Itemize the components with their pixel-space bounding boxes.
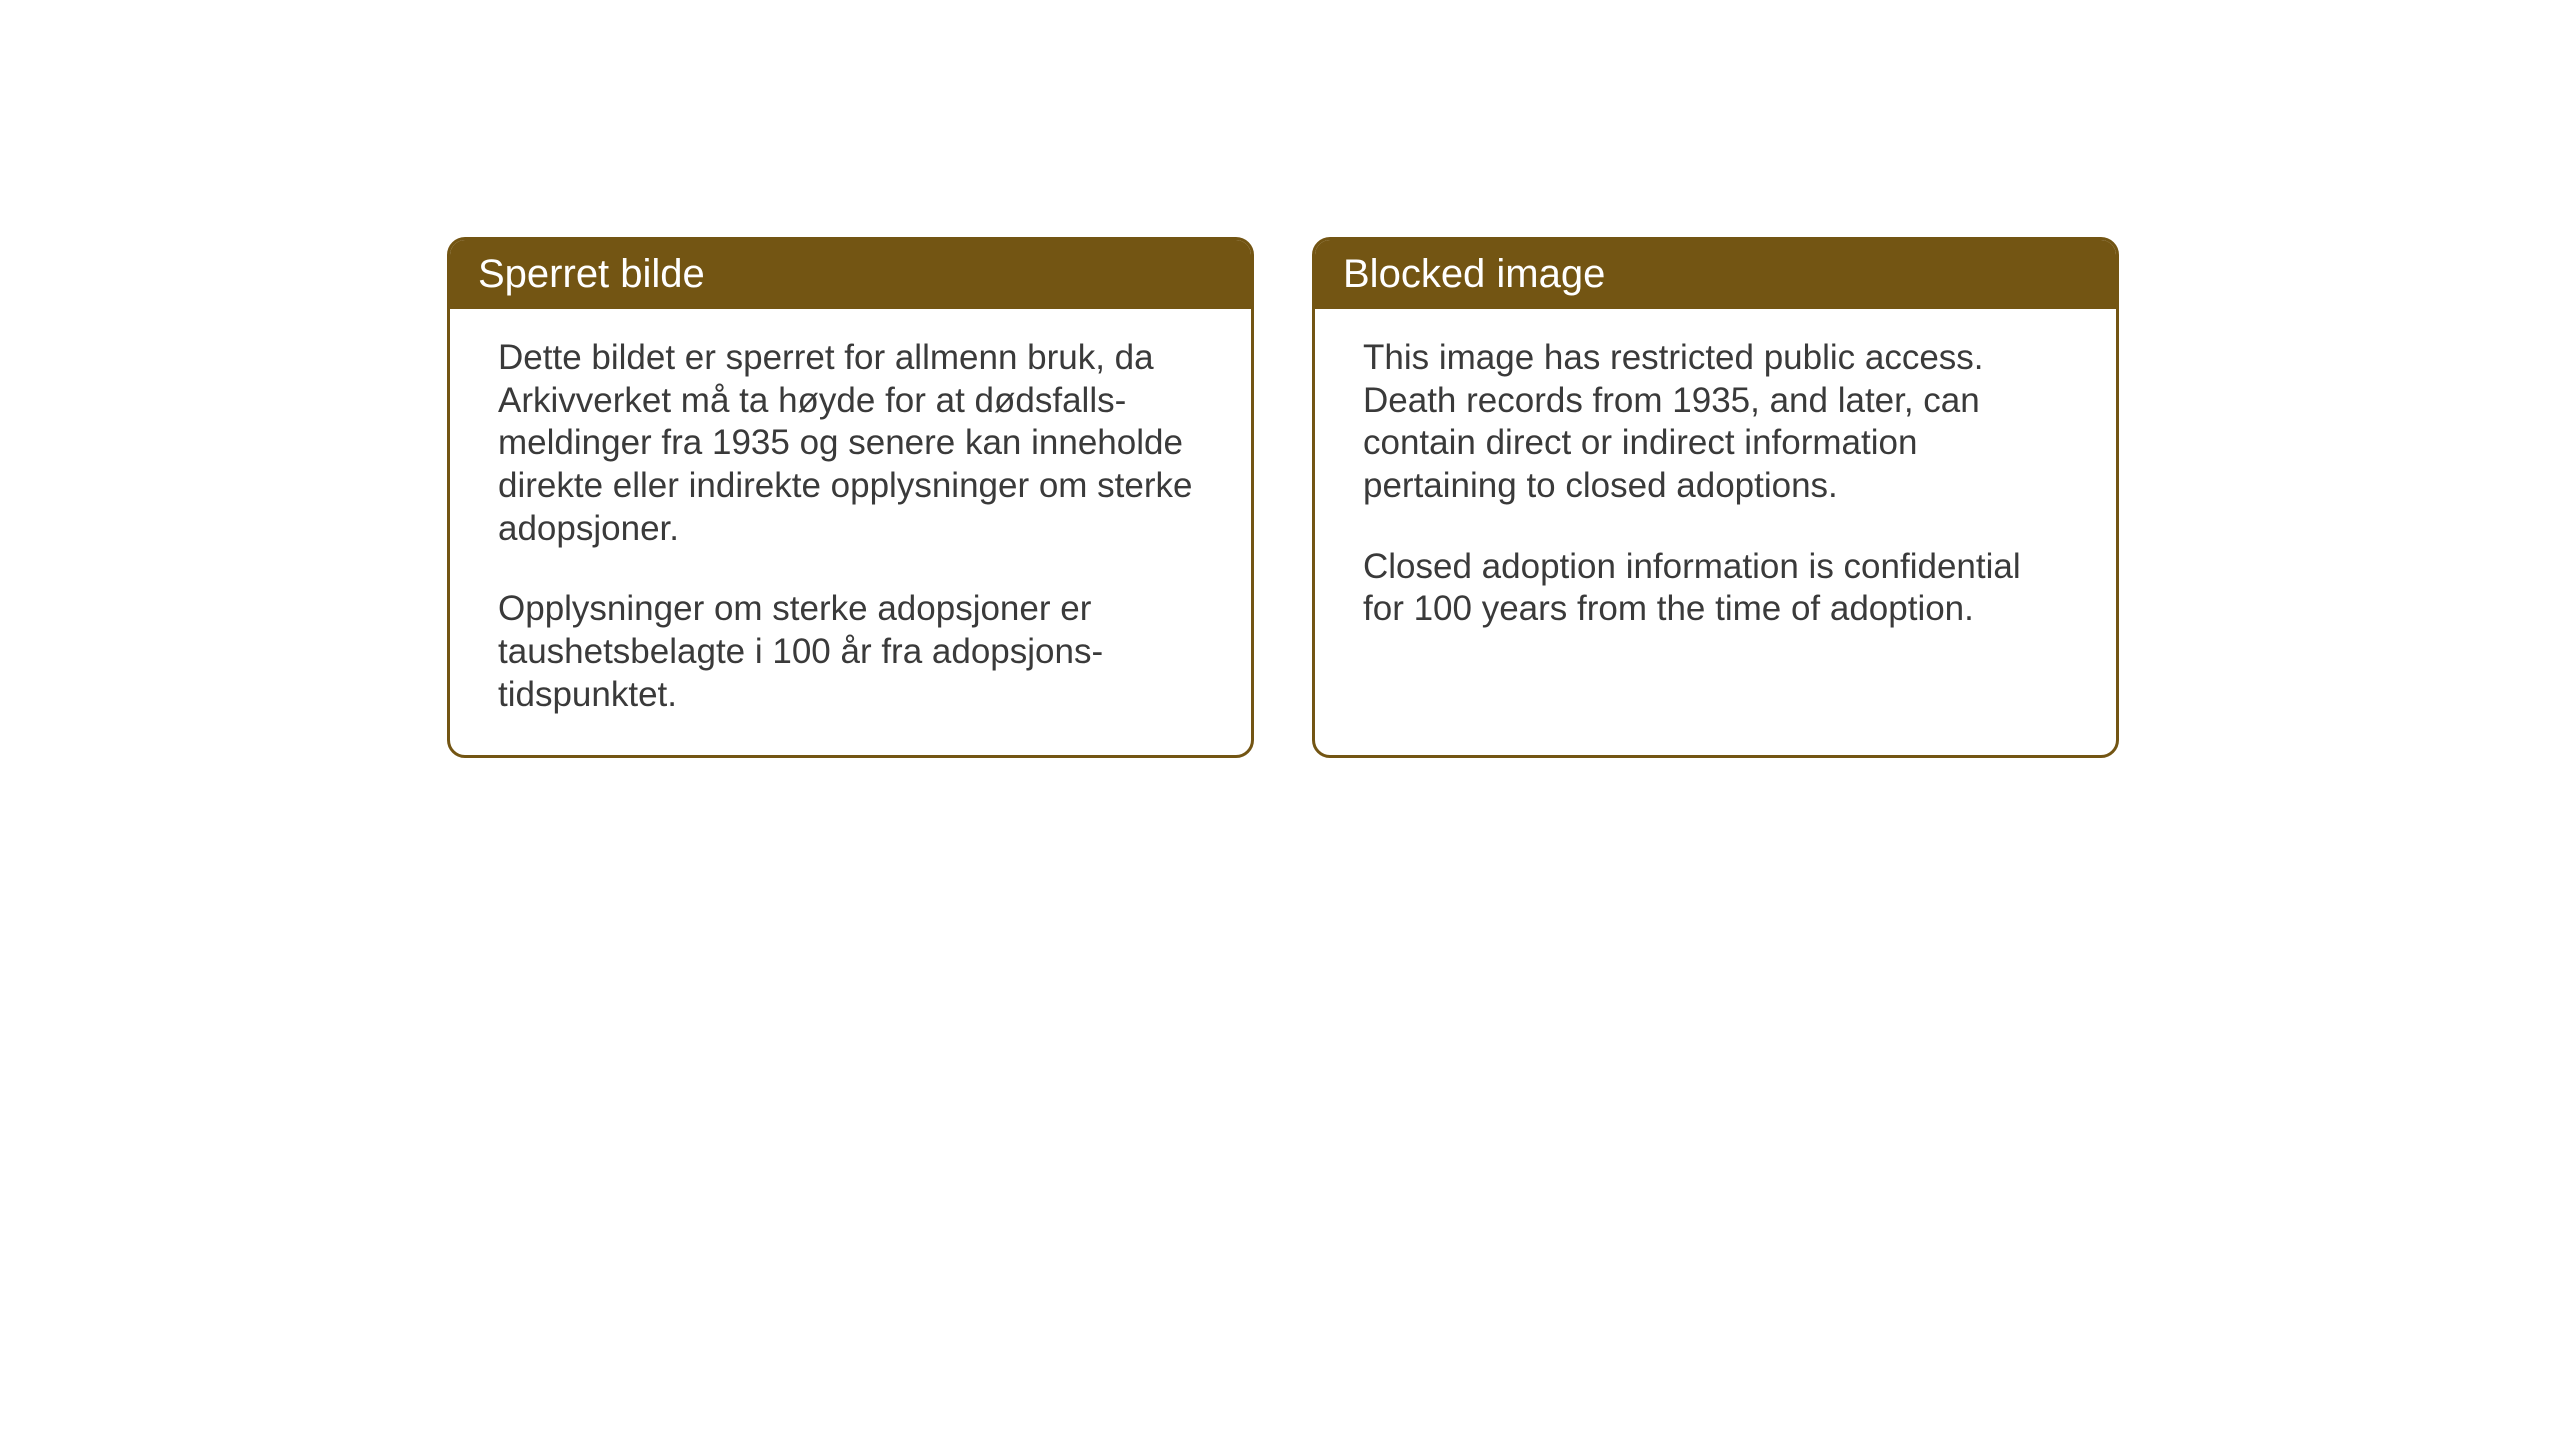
notice-title-english: Blocked image	[1343, 252, 1605, 296]
notice-body-norwegian: Dette bildet er sperret for allmenn bruk…	[450, 309, 1251, 755]
notice-header-english: Blocked image	[1315, 240, 2116, 309]
notice-paragraph-2-english: Closed adoption information is confident…	[1363, 546, 2068, 631]
notice-body-english: This image has restricted public access.…	[1315, 309, 2116, 669]
notice-paragraph-2-norwegian: Opplysninger om sterke adopsjoner er tau…	[498, 588, 1203, 716]
notice-container: Sperret bilde Dette bildet er sperret fo…	[447, 237, 2119, 758]
notice-box-norwegian: Sperret bilde Dette bildet er sperret fo…	[447, 237, 1254, 758]
notice-paragraph-1-norwegian: Dette bildet er sperret for allmenn bruk…	[498, 337, 1203, 550]
notice-header-norwegian: Sperret bilde	[450, 240, 1251, 309]
notice-paragraph-1-english: This image has restricted public access.…	[1363, 337, 2068, 508]
notice-title-norwegian: Sperret bilde	[478, 252, 705, 296]
notice-box-english: Blocked image This image has restricted …	[1312, 237, 2119, 758]
